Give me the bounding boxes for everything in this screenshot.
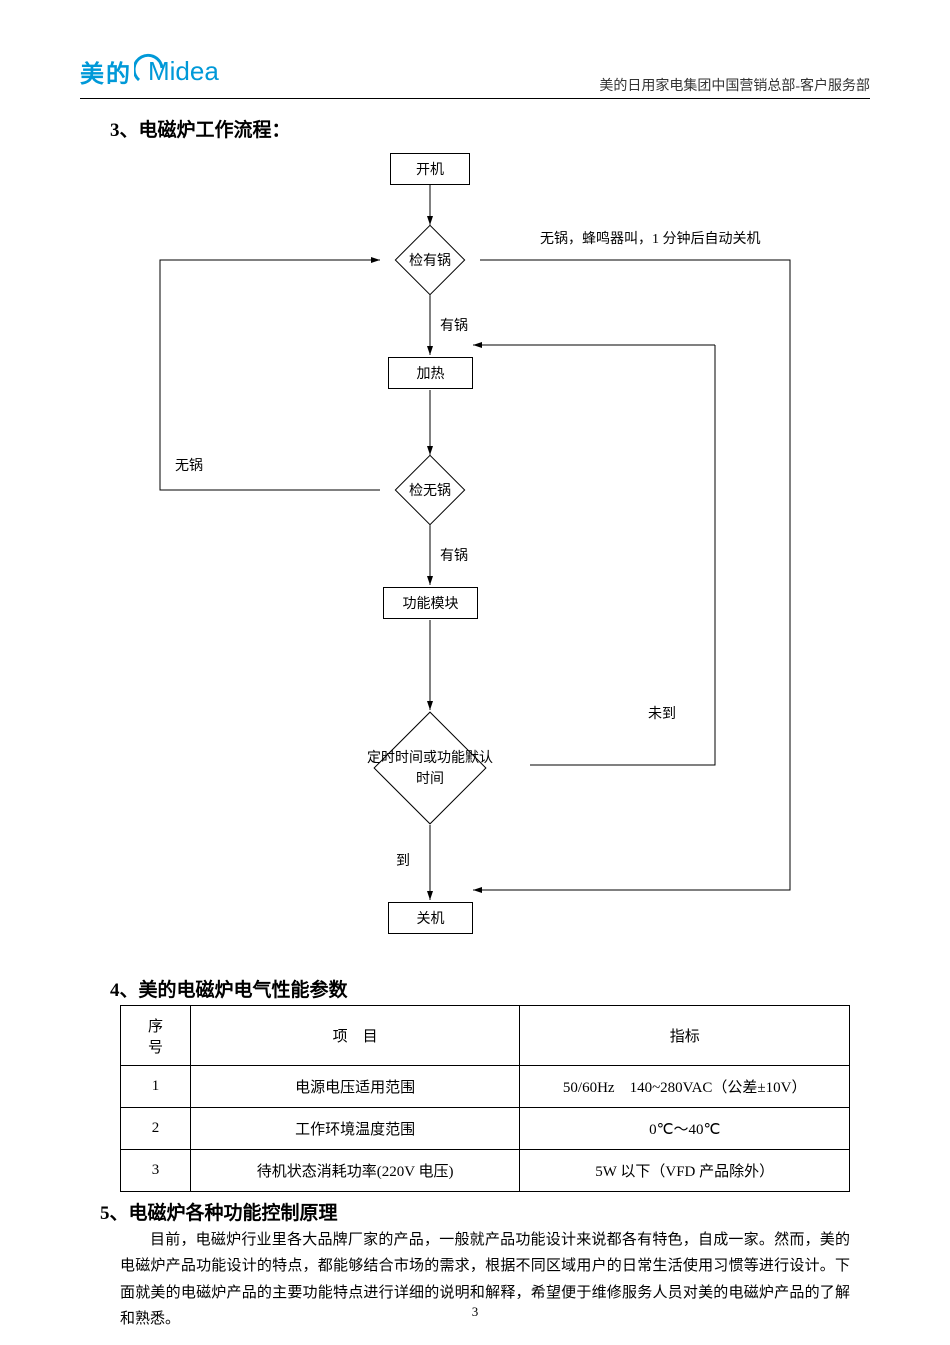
node-timer: 定时时间或功能默认 时间 xyxy=(330,710,530,825)
label-reached: 到 xyxy=(396,850,410,870)
header-divider xyxy=(80,98,870,99)
label-has-pot-1: 有锅 xyxy=(440,315,468,335)
table-row: 1 电源电压适用范围 50/60Hz 140~280VAC（公差±10V） xyxy=(121,1066,850,1108)
col-header-seq: 序 号 xyxy=(121,1006,191,1066)
workflow-flowchart: 开机 检有锅 加热 检无锅 功能模块 定时时间或功能默认 时间 关机 无锅，蜂鸣… xyxy=(110,145,850,955)
node-timer-label: 定时时间或功能默认 时间 xyxy=(330,748,530,790)
section-4-title: 4、美的电磁炉电气性能参数 xyxy=(110,975,348,1002)
seq-l2: 号 xyxy=(148,1040,163,1056)
node-func-module: 功能模块 xyxy=(383,587,478,619)
table-row: 2 工作环境温度范围 0℃～40℃ xyxy=(121,1108,850,1150)
cell-item: 电源电压适用范围 xyxy=(190,1066,520,1108)
cell-seq: 1 xyxy=(121,1066,191,1108)
param-table: 序 号 项 目 指标 1 电源电压适用范围 50/60Hz 140~280VAC… xyxy=(120,1005,850,1192)
cell-spec: 0℃～40℃ xyxy=(520,1108,850,1150)
node-end: 关机 xyxy=(388,902,473,934)
node-heat: 加热 xyxy=(388,357,473,389)
svg-text:Midea: Midea xyxy=(148,56,219,86)
cell-item: 工作环境温度范围 xyxy=(190,1108,520,1150)
node-check-no-pot: 检无锅 xyxy=(380,455,480,525)
midea-logo-icon: Midea xyxy=(134,50,244,86)
col-header-spec: 指标 xyxy=(520,1006,850,1066)
node-check-no-pot-label: 检无锅 xyxy=(380,481,480,502)
section-5-title: 5、电磁炉各种功能控制原理 xyxy=(100,1198,338,1225)
page-number: 3 xyxy=(0,1304,950,1320)
table-header-row: 序 号 项 目 指标 xyxy=(121,1006,850,1066)
col-header-item: 项 目 xyxy=(190,1006,520,1066)
section-3-title: 3、电磁炉工作流程： xyxy=(110,115,291,142)
cell-item: 待机状态消耗功率(220V 电压) xyxy=(190,1150,520,1192)
seq-l1: 序 xyxy=(148,1019,163,1035)
label-not-reached: 未到 xyxy=(648,703,676,723)
cell-spec: 50/60Hz 140~280VAC（公差±10V） xyxy=(520,1066,850,1108)
node-start: 开机 xyxy=(390,153,470,185)
cell-seq: 2 xyxy=(121,1108,191,1150)
node-check-pot: 检有锅 xyxy=(380,225,480,295)
node-check-pot-label: 检有锅 xyxy=(380,251,480,272)
label-no-pot-note: 无锅，蜂鸣器叫，1 分钟后自动关机 xyxy=(540,228,790,248)
label-has-pot-2: 有锅 xyxy=(440,545,468,565)
cell-seq: 3 xyxy=(121,1150,191,1192)
logo-cn-text: 美的 xyxy=(80,54,132,89)
logo: 美的 Midea xyxy=(80,50,244,93)
label-no-pot: 无锅 xyxy=(175,455,203,475)
table-row: 3 待机状态消耗功率(220V 电压) 5W 以下（VFD 产品除外） xyxy=(121,1150,850,1192)
flowchart-edges xyxy=(110,145,850,960)
cell-spec: 5W 以下（VFD 产品除外） xyxy=(520,1150,850,1192)
logo-en-text: Midea xyxy=(134,50,244,93)
header-dept-text: 美的日用家电集团中国营销总部-客户服务部 xyxy=(599,75,870,95)
